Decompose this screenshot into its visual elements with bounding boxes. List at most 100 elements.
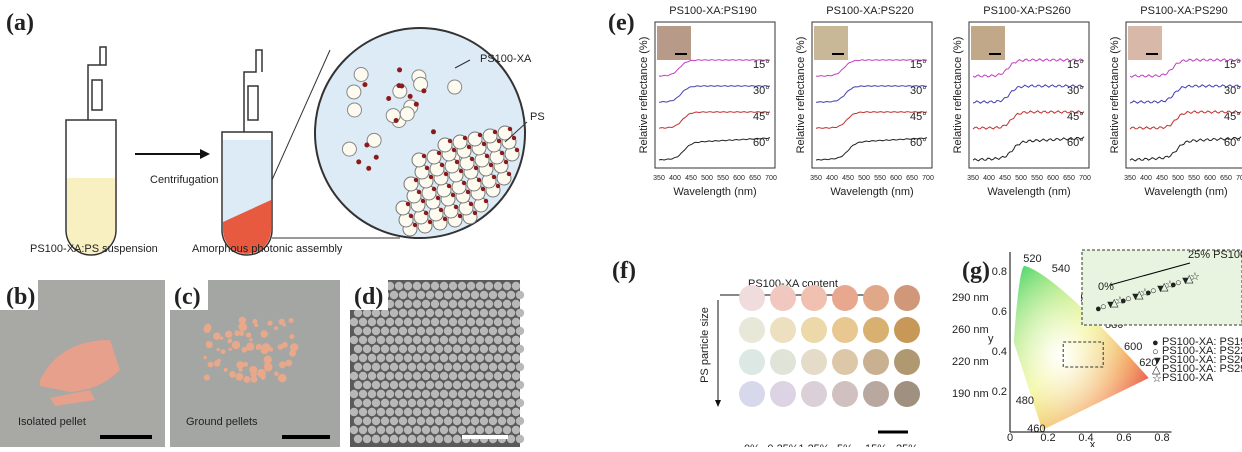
- sphere: [385, 335, 395, 345]
- swatch: [739, 381, 765, 407]
- sphere: [434, 308, 444, 318]
- sphere: [403, 425, 413, 435]
- dot: [397, 67, 403, 73]
- column-label: 25%: [896, 443, 918, 447]
- legend-label: PS100-XA: [1162, 372, 1214, 384]
- sphere: [416, 380, 426, 390]
- crumb: [252, 318, 258, 324]
- spectrum: [1129, 110, 1242, 130]
- dot: [366, 165, 372, 171]
- sphere: [398, 326, 408, 336]
- y-axis-label: Relative reflectance (%): [952, 37, 964, 154]
- dot: [458, 168, 464, 174]
- x-tick-label: 450: [842, 175, 854, 182]
- sphere: [385, 425, 395, 435]
- crumb: [243, 361, 249, 367]
- sphere: [484, 389, 494, 399]
- swatch: [739, 285, 765, 311]
- x-tick-label: 500: [1015, 175, 1027, 182]
- sphere: [430, 407, 440, 417]
- dot: [461, 180, 467, 186]
- sphere: [407, 362, 417, 372]
- panel-label: (a): [6, 10, 34, 36]
- sphere: [412, 425, 422, 435]
- plot-frame: [1125, 21, 1242, 169]
- crumb: [239, 323, 245, 328]
- dot: [450, 192, 456, 198]
- crumb: [277, 373, 287, 383]
- crumb: [261, 343, 271, 352]
- sphere: [430, 389, 440, 399]
- sphere: [371, 380, 381, 390]
- crumb: [277, 344, 282, 349]
- y-axis-label: Relative reflectance (%): [795, 37, 807, 154]
- crumb: [289, 334, 295, 340]
- sphere: [353, 434, 363, 444]
- sphere: [511, 317, 521, 327]
- sphere: [502, 389, 512, 399]
- x-tick-label: 350: [810, 175, 822, 182]
- sphere: [497, 398, 507, 408]
- sphere: [353, 308, 363, 318]
- sphere: [430, 317, 440, 327]
- sphere: [412, 353, 422, 363]
- caption: Isolated pellet: [18, 416, 86, 428]
- swatch: [832, 349, 858, 375]
- sphere: [403, 317, 413, 327]
- sphere: [376, 317, 386, 327]
- sphere: [371, 362, 381, 372]
- sphere: [425, 326, 435, 336]
- sphere: [470, 362, 480, 372]
- sphere: [493, 425, 503, 435]
- crumb: [249, 338, 253, 342]
- sphere: [511, 425, 521, 435]
- sphere: [484, 335, 494, 345]
- wavelength-label: 600: [1124, 341, 1142, 353]
- sphere: [389, 380, 399, 390]
- swatch: [894, 381, 920, 407]
- inset-marker: ▼: [1130, 291, 1141, 303]
- x-tick-label: 600: [1047, 175, 1059, 182]
- sphere: [448, 371, 458, 381]
- sphere: [412, 317, 422, 327]
- legend-marker: ○: [1152, 346, 1159, 358]
- sphere: [353, 362, 363, 372]
- sphere: [421, 371, 431, 381]
- sphere: [371, 434, 381, 444]
- crumb: [238, 330, 245, 337]
- sphere: [466, 281, 476, 291]
- sphere: [403, 299, 413, 309]
- angle-label: 30°: [753, 85, 770, 97]
- sphere: [407, 434, 417, 444]
- sphere: [461, 290, 471, 300]
- crumb: [241, 346, 248, 353]
- spectrum: [658, 137, 771, 161]
- sphere: [416, 308, 426, 318]
- x-axis-label: x: [1090, 439, 1096, 447]
- sphere: [488, 416, 498, 426]
- sphere: [376, 389, 386, 399]
- crumb: [289, 349, 297, 357]
- crumb: [260, 330, 268, 338]
- crumb: [238, 316, 247, 325]
- bead: [399, 106, 415, 122]
- inset-marker: △: [1160, 281, 1169, 293]
- dot: [439, 162, 445, 168]
- crumb: [254, 323, 259, 328]
- sphere: [488, 308, 498, 318]
- sphere: [461, 308, 471, 318]
- crumb: [250, 375, 258, 383]
- sphere: [367, 335, 377, 345]
- sphere: [394, 317, 404, 327]
- dot: [412, 222, 418, 228]
- dot: [443, 171, 449, 177]
- crumb: [274, 371, 279, 377]
- sphere: [461, 326, 471, 336]
- sphere: [457, 425, 467, 435]
- sphere: [385, 353, 395, 363]
- sphere: [430, 335, 440, 345]
- sphere: [466, 317, 476, 327]
- crumb: [213, 360, 221, 367]
- sphere: [497, 362, 507, 372]
- sphere: [511, 335, 521, 345]
